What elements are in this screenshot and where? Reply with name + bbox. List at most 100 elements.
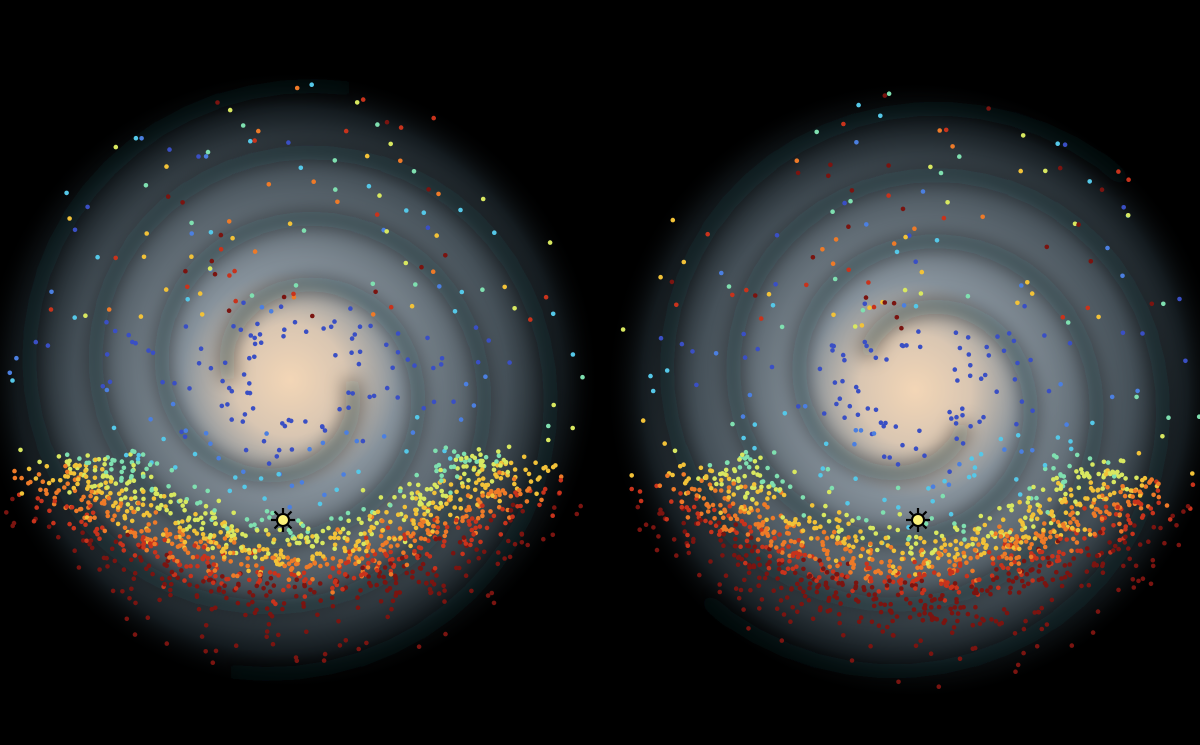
star-dot (368, 323, 373, 329)
star-dot (723, 467, 729, 473)
star-dot (1028, 554, 1034, 560)
star-dot (464, 508, 469, 513)
star-dot (894, 315, 900, 320)
star-dot (159, 502, 164, 508)
star-dot (1056, 480, 1061, 486)
galaxy-panel-left (0, 70, 600, 690)
star-dot (467, 522, 472, 527)
star-dot (905, 541, 910, 547)
star-dot (174, 559, 180, 564)
star-dot (371, 393, 377, 399)
star-dot (726, 489, 731, 494)
star-dot (469, 537, 474, 543)
star-dot (801, 566, 806, 572)
star-dot (792, 539, 797, 545)
star-dot (897, 565, 902, 571)
star-dot (289, 483, 295, 489)
star-dot (787, 553, 792, 559)
star-dot (515, 504, 520, 509)
star-dot (341, 472, 346, 477)
star-dot (1051, 466, 1056, 471)
star-dot (162, 537, 167, 543)
star-dot (766, 291, 772, 297)
star-dot (858, 529, 863, 534)
star-dot (249, 293, 255, 298)
star-dot (285, 537, 290, 543)
star-dot (810, 616, 816, 622)
star-dot (937, 128, 942, 133)
star-dot (1021, 650, 1026, 656)
star-dot (921, 605, 927, 611)
star-dot (216, 588, 222, 593)
star-dot (952, 605, 958, 610)
star-dot (521, 454, 527, 460)
star-dot (180, 532, 186, 537)
star-dot (357, 349, 363, 355)
star-dot (718, 538, 723, 543)
star-dot (418, 536, 424, 541)
star-dot (180, 519, 185, 524)
star-dot (908, 550, 913, 555)
star-dot (657, 483, 663, 489)
star-dot (1055, 141, 1060, 146)
star-dot (150, 571, 155, 577)
star-dot (414, 415, 420, 420)
star-dot (929, 614, 935, 619)
star-dot (754, 501, 759, 506)
star-dot (1001, 607, 1007, 612)
star-dot (1049, 597, 1055, 603)
star-dot (952, 581, 958, 586)
star-dot (230, 235, 235, 241)
star-dot (384, 540, 389, 545)
star-dot (730, 421, 735, 427)
star-dot (780, 550, 785, 555)
star-dot (972, 473, 977, 478)
star-dot (1016, 590, 1022, 595)
star-dot (264, 629, 270, 634)
star-dot (1076, 474, 1081, 480)
star-dot (480, 503, 485, 509)
star-dot (278, 548, 284, 553)
star-dot (1174, 523, 1179, 528)
star-dot (1039, 549, 1045, 555)
star-dot (665, 473, 670, 479)
star-dot (903, 234, 908, 240)
star-dot (187, 524, 192, 529)
star-dot (330, 585, 335, 591)
star-dot (1121, 563, 1126, 569)
star-dot (273, 558, 279, 564)
star-dot (439, 356, 445, 361)
star-dot (718, 477, 724, 483)
star-dot (748, 457, 753, 462)
star-dot (1058, 486, 1063, 492)
star-dot (140, 489, 146, 495)
star-dot (741, 331, 746, 337)
star-dot (836, 580, 841, 586)
star-dot (1116, 169, 1121, 174)
star-dot (1067, 572, 1073, 578)
star-dot (416, 644, 422, 649)
star-dot (1015, 662, 1021, 668)
star-dot (242, 412, 248, 417)
star-dot (1130, 531, 1135, 537)
star-dot (1002, 551, 1008, 557)
star-dot (37, 459, 42, 465)
star-dot (671, 487, 676, 492)
star-dot (800, 528, 806, 533)
star-dot (1092, 497, 1097, 503)
star-dot (194, 594, 200, 600)
star-dot (1043, 168, 1048, 174)
star-dot (146, 563, 152, 568)
star-dot (894, 249, 900, 255)
star-dot (1156, 481, 1161, 487)
star-dot (301, 570, 307, 576)
star-dot (965, 335, 971, 340)
star-dot (830, 348, 835, 353)
star-dot (813, 556, 818, 562)
star-dot (438, 467, 444, 473)
star-dot (389, 606, 394, 612)
star-dot (848, 560, 854, 566)
star-dot (216, 455, 221, 461)
star-dot (1120, 330, 1126, 336)
star-dot (89, 484, 95, 490)
